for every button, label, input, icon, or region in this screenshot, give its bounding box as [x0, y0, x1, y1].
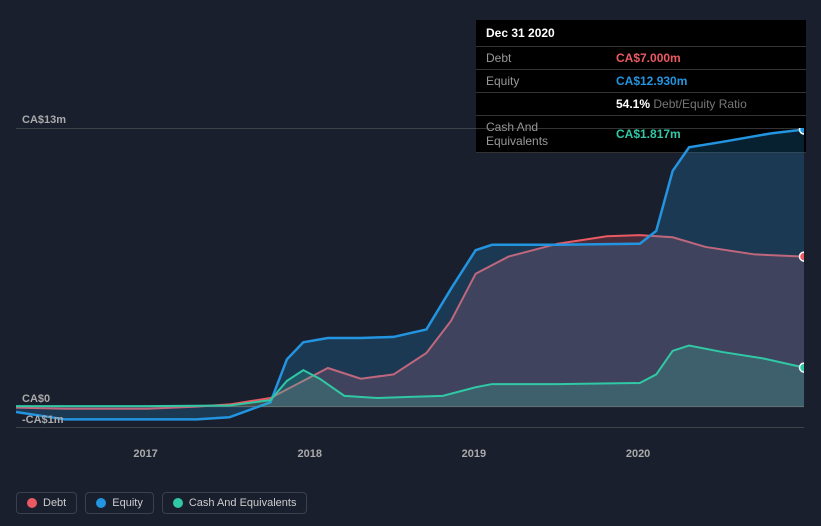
y-axis-label: CA$13m: [22, 114, 66, 126]
legend-swatch-icon: [27, 498, 37, 508]
tooltip-row-value: CA$7.000m: [606, 47, 806, 70]
legend-swatch-icon: [96, 498, 106, 508]
tooltip-date: Dec 31 2020: [476, 20, 806, 47]
chart-svg: [16, 128, 804, 428]
x-axis-label: 2019: [462, 448, 486, 460]
tooltip-row-value: CA$12.930m: [606, 70, 806, 93]
legend-label: Debt: [43, 497, 66, 509]
x-axis-label: 2018: [298, 448, 322, 460]
legend-item[interactable]: Cash And Equivalents: [162, 492, 308, 514]
legend-item[interactable]: Equity: [85, 492, 154, 514]
y-axis-label: -CA$1m: [22, 414, 64, 426]
chart-area: CA$13mCA$0-CA$1m2017201820192020: [16, 128, 804, 428]
legend-label: Cash And Equivalents: [189, 497, 297, 509]
tooltip-row-value: 54.1% Debt/Equity Ratio: [606, 93, 806, 116]
legend-label: Equity: [112, 497, 143, 509]
tooltip-row-label: Equity: [476, 70, 606, 93]
x-axis-label: 2020: [626, 448, 650, 460]
tooltip-row-label: Debt: [476, 47, 606, 70]
y-axis-label: CA$0: [22, 393, 50, 405]
legend: Debt Equity Cash And Equivalents: [16, 492, 307, 514]
tooltip-row-label: [476, 93, 606, 116]
legend-swatch-icon: [173, 498, 183, 508]
legend-item[interactable]: Debt: [16, 492, 77, 514]
x-axis-label: 2017: [133, 448, 157, 460]
